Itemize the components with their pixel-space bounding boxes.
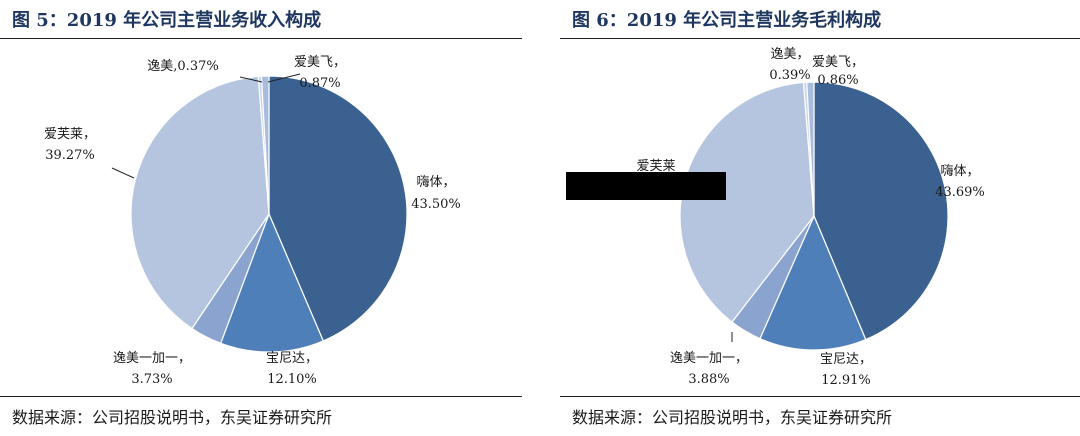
slice-name-label-0: 嗨体， bbox=[416, 175, 455, 190]
slice-value-label-1: 12.10% bbox=[267, 372, 317, 387]
pie-slice-1 bbox=[759, 214, 867, 351]
slice-name-label-2: 逸美一加一， bbox=[670, 351, 748, 366]
chart-title: 图 6：2019 年公司主营业务毛利构成 bbox=[572, 10, 882, 31]
leader-line-3 bbox=[111, 167, 135, 179]
slice-value-label-5: 0.86% bbox=[817, 73, 858, 88]
leader-line-4 bbox=[239, 76, 263, 83]
pie-slice-5 bbox=[260, 75, 270, 215]
source-note: 数据来源：公司招股说明书，东吴证券研究所 bbox=[572, 408, 893, 427]
slice-name-label-4: 逸美， bbox=[770, 47, 809, 62]
slice-name-label-3: 爱芙莱 bbox=[636, 159, 675, 174]
pie-slice-1 bbox=[219, 212, 325, 353]
pie-chart-gross-profit: 嗨体， 43.69% 宝尼达， 12.91% 逸美一加一， 3.88% 爱芙莱 逸美， 0.39… bbox=[636, 47, 985, 388]
slice-value-label-1: 12.91% bbox=[821, 373, 871, 388]
slice-name-label-5: 爱美飞， bbox=[812, 55, 864, 70]
slice-name-label-1: 宝尼达， bbox=[266, 351, 318, 366]
chart-panel-gross-profit: 图 6：2019 年公司主营业务毛利构成 嗨体， 43.69% 宝尼达， 12.91%… bbox=[560, 0, 1080, 436]
pie-slice-0 bbox=[813, 81, 949, 341]
slice-value-label-3: 39.27% bbox=[45, 148, 95, 163]
pie-slice-5 bbox=[806, 81, 815, 217]
source-note: 数据来源：公司招股说明书，东吴证券研究所 bbox=[12, 408, 333, 427]
slice-value-label-2: 3.88% bbox=[688, 372, 729, 387]
slice-name-label-1: 宝尼达， bbox=[820, 352, 872, 367]
slice-label-4: 逸美,0.37% bbox=[147, 59, 218, 74]
slice-value-label-0: 43.50% bbox=[411, 197, 461, 212]
pie-chart-revenue: 嗨体， 43.50% 宝尼达， 12.10% 逸美一加一， 3.73% 爱芙莱， 39.27%… bbox=[44, 55, 461, 387]
chart-title: 图 5：2019 年公司主营业务收入构成 bbox=[12, 10, 322, 31]
slice-name-label-2: 逸美一加一， bbox=[113, 351, 191, 366]
slice-value-label-2: 3.73% bbox=[131, 372, 172, 387]
pie-slice-3 bbox=[130, 75, 270, 330]
chart-panel-revenue: 图 5：2019 年公司主营业务收入构成 嗨体， 43.50% 宝尼达， 12.10%… bbox=[0, 0, 522, 436]
pie-slice-0 bbox=[268, 75, 408, 342]
source-rule bbox=[0, 396, 522, 397]
source-rule bbox=[560, 396, 1080, 397]
slice-name-label-3: 爱芙莱， bbox=[44, 127, 96, 142]
slice-value-label-0: 43.69% bbox=[935, 185, 985, 200]
title-rule bbox=[560, 38, 1080, 39]
slice-name-label-0: 嗨体， bbox=[940, 164, 979, 179]
leader-line-5 bbox=[267, 73, 301, 83]
slice-value-label-4: 0.39% bbox=[769, 68, 810, 83]
redaction-block bbox=[566, 172, 726, 200]
slice-value-label-5: 0.87% bbox=[299, 76, 340, 91]
title-rule bbox=[0, 38, 522, 39]
slice-name-label-5: 爱美飞， bbox=[294, 55, 346, 70]
